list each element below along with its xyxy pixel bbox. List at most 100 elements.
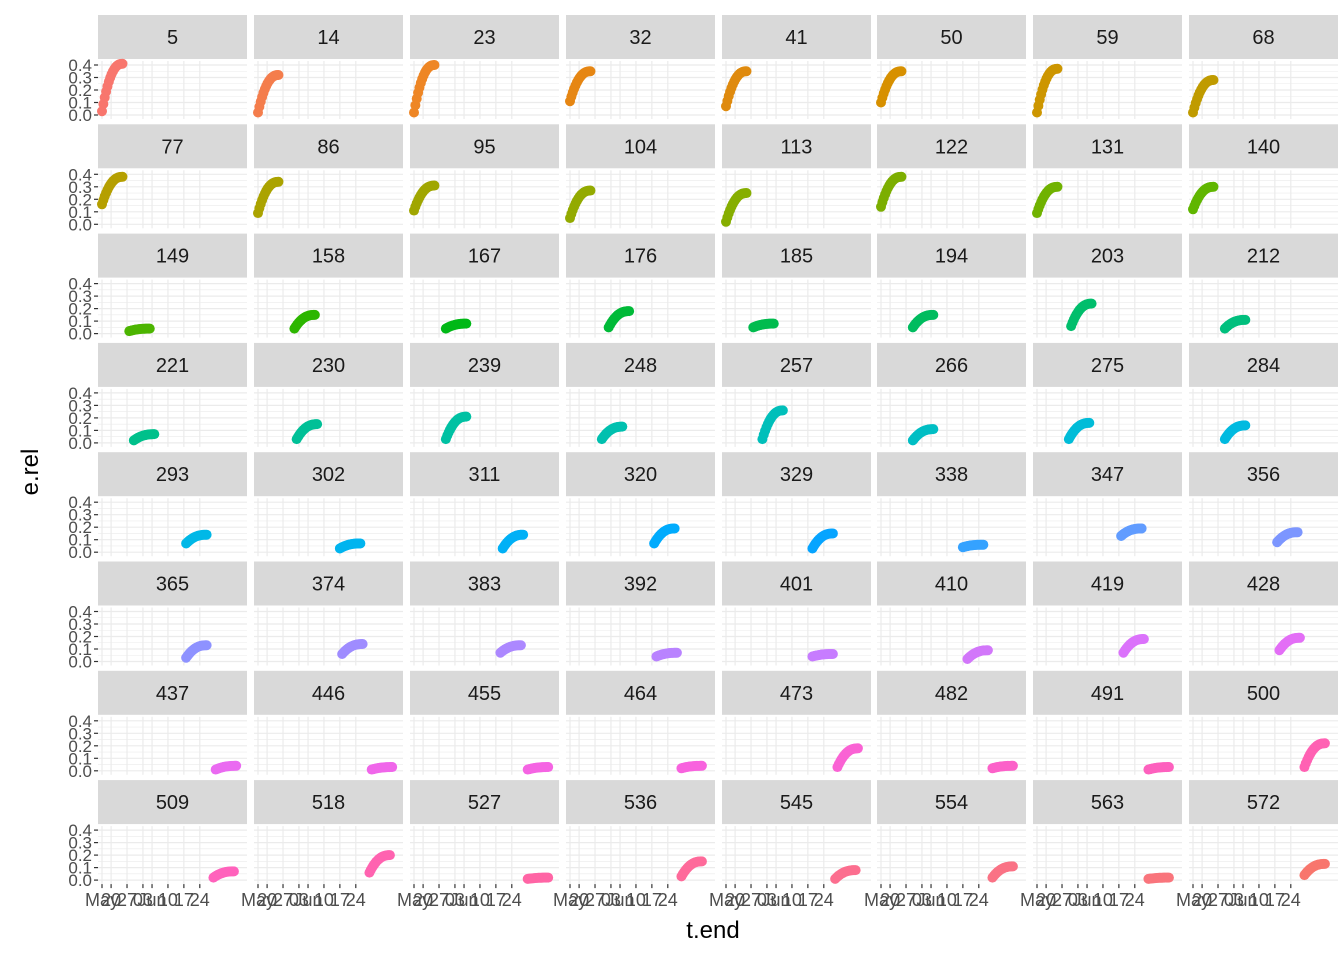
data-point <box>1292 527 1303 538</box>
y-tick-label: 0.3 <box>68 287 92 306</box>
y-tick-label: 0.0 <box>68 871 92 890</box>
facet-strip <box>98 124 247 169</box>
facet-strip-label: 23 <box>473 27 495 49</box>
x-tick-label: 24 <box>658 890 678 910</box>
x-tick-label: Jun <box>1229 890 1258 910</box>
facet-strip <box>410 561 559 606</box>
facet-strip-label: 293 <box>156 464 189 486</box>
facet-strip <box>877 124 1026 169</box>
data-point <box>1163 762 1174 773</box>
data-point <box>671 647 682 658</box>
data-point <box>1052 181 1063 192</box>
data-point <box>1007 760 1018 771</box>
facet-strip-label: 392 <box>624 574 657 596</box>
facet-strip <box>722 342 871 387</box>
facet-strip-label: 212 <box>1247 246 1280 268</box>
facet-strip <box>1189 452 1338 497</box>
data-point <box>384 850 395 861</box>
facet-strip <box>566 124 715 169</box>
x-tick-label: 03 <box>445 890 465 910</box>
x-tick-label: Jun <box>1073 890 1102 910</box>
y-tick-label: 0.0 <box>68 106 92 125</box>
facet-strip-label: 176 <box>624 246 657 268</box>
y-tick-label: 0.1 <box>68 749 92 768</box>
x-tick-label: 20 <box>725 890 745 910</box>
x-tick-label: 24 <box>502 890 522 910</box>
facet-strip <box>254 561 403 606</box>
data-point <box>543 872 554 883</box>
data-point <box>585 66 596 77</box>
facet-strip-label: 428 <box>1247 574 1280 596</box>
data-point <box>312 419 323 430</box>
facet-strip <box>1189 561 1338 606</box>
facet-strip <box>877 233 1026 278</box>
y-axis-title: e.rel <box>17 449 44 496</box>
facet-strip <box>98 670 247 715</box>
facet-strip-label: 545 <box>780 792 813 814</box>
facet-strip-label: 131 <box>1091 136 1124 158</box>
x-tick-label: 20 <box>1036 890 1056 910</box>
facet-strip <box>722 780 871 825</box>
facet-strip <box>1033 452 1182 497</box>
x-tick-label: 03 <box>289 890 309 910</box>
x-tick-label: 10 <box>158 890 178 910</box>
facet-strip-label: 257 <box>780 355 813 377</box>
data-point <box>696 760 707 771</box>
facet-strip <box>722 15 871 59</box>
data-point <box>1319 738 1330 749</box>
y-tick-label: 0.0 <box>68 653 92 672</box>
y-tick-label: 0.1 <box>68 203 92 222</box>
data-point <box>896 66 907 77</box>
x-tick-label: May <box>241 890 275 910</box>
facet-strip-label: 482 <box>935 683 968 705</box>
facet-strip-label: 248 <box>624 355 657 377</box>
x-tick-label: 03 <box>133 890 153 910</box>
data-point <box>117 171 128 182</box>
data-point <box>1007 861 1018 872</box>
data-point <box>777 405 788 416</box>
facet-strip-label: 86 <box>317 136 339 158</box>
facet-strip-label: 437 <box>156 683 189 705</box>
facet-strip-label: 5 <box>167 27 178 49</box>
data-point <box>1136 523 1147 534</box>
facet-strip-label: 491 <box>1091 683 1124 705</box>
data-point <box>978 539 989 550</box>
facet-strip-label: 383 <box>468 574 501 596</box>
data-point <box>518 529 529 540</box>
y-tick-label: 0.3 <box>68 178 92 197</box>
facet-strip-label: 572 <box>1247 792 1280 814</box>
x-tick-label: 17 <box>330 890 350 910</box>
x-tick-label: Jun <box>138 890 167 910</box>
y-tick-label: 0.4 <box>68 821 92 840</box>
data-point <box>1138 634 1149 644</box>
x-tick-label: 17 <box>1109 890 1129 910</box>
facet-strip-label: 509 <box>156 792 189 814</box>
x-tick-label: May <box>553 890 587 910</box>
facet-strip-label: 563 <box>1091 792 1124 814</box>
facet-strip-label: 32 <box>629 27 651 49</box>
y-tick-label: 0.0 <box>68 762 92 781</box>
facet-strip <box>877 342 1026 387</box>
y-tick-label: 0.2 <box>68 628 92 647</box>
x-tick-label: May <box>709 890 743 910</box>
data-point <box>617 421 628 432</box>
facet-strip <box>877 15 1026 59</box>
y-tick-label: 0.1 <box>68 94 92 113</box>
x-tick-label: 20 <box>101 890 121 910</box>
facet-strip-label: 275 <box>1091 355 1124 377</box>
data-point <box>1319 858 1330 869</box>
x-tick-label: Jun <box>606 890 635 910</box>
facet-strip-label: 536 <box>624 792 657 814</box>
facet-strip <box>410 124 559 169</box>
facet-strip-label: 230 <box>312 355 345 377</box>
facet-strip-label: 446 <box>312 683 345 705</box>
facet-strip <box>1033 15 1182 59</box>
x-tick-label: 27 <box>1208 890 1228 910</box>
y-tick-label: 0.2 <box>68 190 92 209</box>
facet-strip-label: 320 <box>624 464 657 486</box>
facet-strip <box>1189 670 1338 715</box>
facet-strip <box>410 15 559 59</box>
data-point <box>741 188 752 199</box>
facet-strip <box>566 780 715 825</box>
